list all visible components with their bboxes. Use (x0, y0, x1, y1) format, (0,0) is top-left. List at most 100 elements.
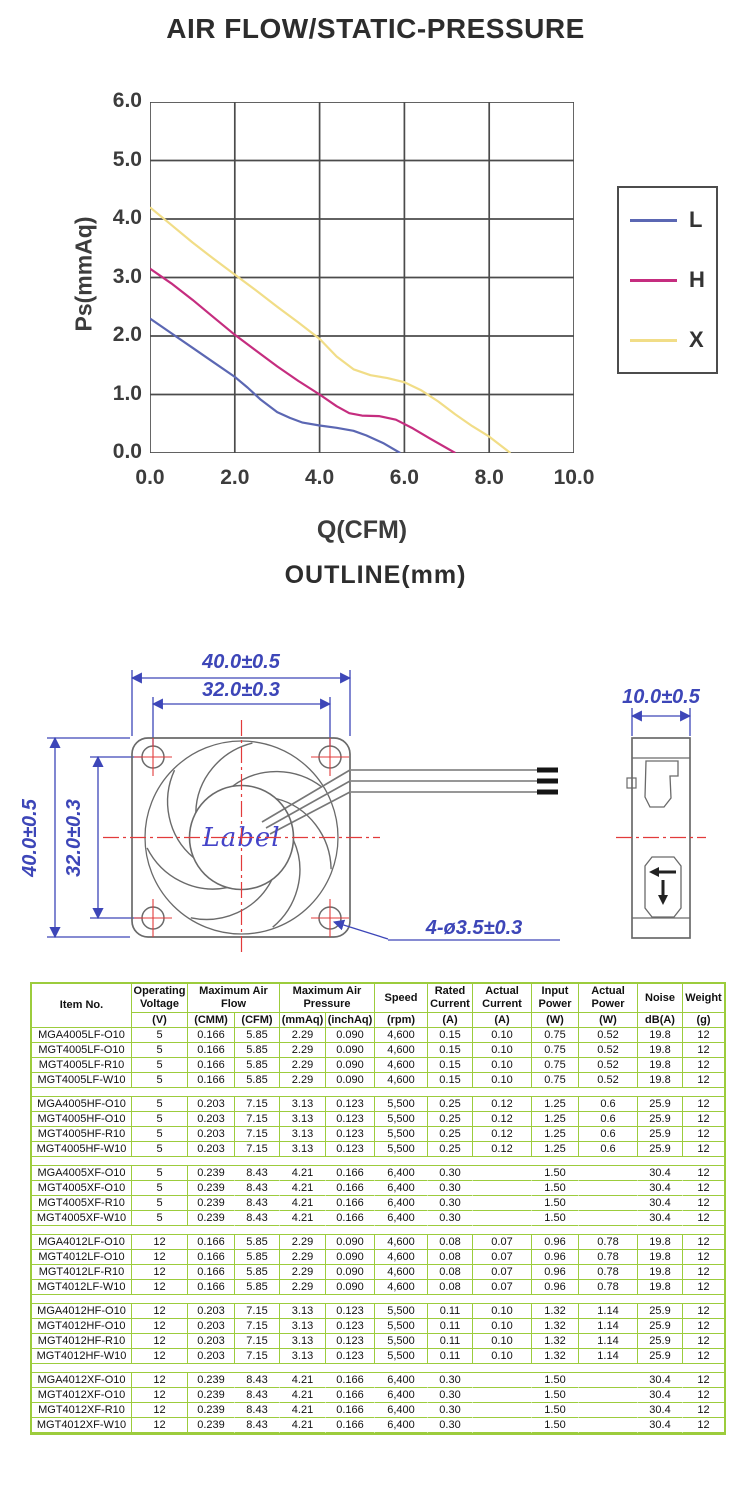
col-rated-current: Rated Current (428, 984, 473, 1013)
value-cell: 7.15 (235, 1097, 280, 1112)
table-row: MGT4012LF-W10 12 0.166 5.85 2.29 0.090 4,600 0.… (32, 1280, 724, 1295)
value-cell: 0.25 (428, 1142, 473, 1157)
value-cell: 0.166 (326, 1418, 375, 1433)
item-no-cell: MGT4012HF-O10 (32, 1319, 132, 1334)
dim-height-text: 40.0±0.5 (19, 798, 41, 878)
value-cell: 0.07 (473, 1235, 532, 1250)
item-no-cell: MGT4005HF-W10 (32, 1142, 132, 1157)
value-cell: 12 (683, 1319, 724, 1334)
value-cell: 5,500 (375, 1334, 428, 1349)
value-cell: 1.32 (532, 1319, 579, 1334)
value-cell: 0.090 (326, 1250, 375, 1265)
value-cell: 0.10 (473, 1334, 532, 1349)
y-axis-label: Ps(mmAq) (70, 216, 97, 332)
value-cell: 1.25 (532, 1127, 579, 1142)
value-cell: 30.4 (638, 1373, 683, 1388)
legend-label-H: H (689, 267, 705, 292)
value-cell: 0.166 (188, 1265, 235, 1280)
group-separator (32, 1157, 724, 1166)
table-row: MGT4005HF-O10 5 0.203 7.15 3.13 0.123 5,500 0.2… (32, 1112, 724, 1127)
value-cell: 4,600 (375, 1280, 428, 1295)
item-no-cell: MGT4005LF-O10 (32, 1043, 132, 1058)
value-cell: 4.21 (280, 1373, 326, 1388)
legend-item-L: L (619, 207, 716, 234)
value-cell: 0.166 (188, 1043, 235, 1058)
value-cell: 0.30 (428, 1418, 473, 1433)
fan-blade (232, 770, 323, 788)
value-cell: 1.50 (532, 1373, 579, 1388)
table-row: MGT4005LF-O10 5 0.166 5.85 2.29 0.090 4,600 0.1… (32, 1043, 724, 1058)
value-cell: 0.203 (188, 1349, 235, 1364)
value-cell: 0.12 (473, 1142, 532, 1157)
value-cell: 0.203 (188, 1319, 235, 1334)
value-cell: 12 (132, 1319, 188, 1334)
value-cell: 0.166 (326, 1196, 375, 1211)
value-cell: 2.29 (280, 1073, 326, 1088)
value-cell: 12 (132, 1235, 188, 1250)
value-cell: 5.85 (235, 1073, 280, 1088)
item-no-cell: MGT4012HF-W10 (32, 1349, 132, 1364)
value-cell: 12 (683, 1334, 724, 1349)
unit-mmaq: (mmAq) (280, 1013, 326, 1028)
value-cell: 0.52 (579, 1073, 638, 1088)
value-cell (473, 1166, 532, 1181)
value-cell: 0.166 (326, 1211, 375, 1226)
value-cell: 5 (132, 1097, 188, 1112)
unit-v: (V) (132, 1013, 188, 1028)
value-cell: 12 (683, 1142, 724, 1157)
item-no-cell: MGT4005XF-R10 (32, 1196, 132, 1211)
value-cell: 4.21 (280, 1166, 326, 1181)
value-cell (473, 1388, 532, 1403)
value-cell: 0.10 (473, 1319, 532, 1334)
value-cell: 5 (132, 1112, 188, 1127)
value-cell: 0.239 (188, 1418, 235, 1433)
value-cell: 0.07 (473, 1250, 532, 1265)
value-cell: 30.4 (638, 1166, 683, 1181)
value-cell (473, 1181, 532, 1196)
table-row: MGT4012LF-R10 12 0.166 5.85 2.29 0.090 4,600 0.… (32, 1265, 724, 1280)
direction-symbol (644, 856, 682, 918)
item-no-cell: MGT4012XF-O10 (32, 1388, 132, 1403)
value-cell: 12 (683, 1280, 724, 1295)
plot-series (150, 206, 512, 453)
unit-actual-w: (W) (579, 1013, 638, 1028)
value-cell: 0.15 (428, 1073, 473, 1088)
value-cell: 6,400 (375, 1418, 428, 1433)
value-cell: 0.166 (188, 1028, 235, 1043)
value-cell: 5,500 (375, 1142, 428, 1157)
value-cell: 7.15 (235, 1334, 280, 1349)
item-no-cell: MGT4005LF-R10 (32, 1058, 132, 1073)
fan-blade (146, 847, 228, 890)
value-cell: 0.166 (188, 1250, 235, 1265)
value-cell: 12 (132, 1250, 188, 1265)
item-no-cell: MGT4005LF-W10 (32, 1073, 132, 1088)
value-cell: 0.78 (579, 1280, 638, 1295)
x-tick-4.0: 4.0 (304, 466, 335, 489)
col-noise: Noise (638, 984, 683, 1013)
value-cell (473, 1403, 532, 1418)
chart-legend: L H X (617, 186, 718, 374)
x-tick-0.0: 0.0 (135, 466, 165, 489)
value-cell: 12 (683, 1181, 724, 1196)
value-cell: 5 (132, 1043, 188, 1058)
value-cell: 3.13 (280, 1304, 326, 1319)
value-cell: 8.43 (235, 1196, 280, 1211)
value-cell: 0.15 (428, 1043, 473, 1058)
y-tick-2.0: 2.0 (112, 323, 142, 346)
fan-blades (146, 742, 332, 928)
item-no-cell: MGA4012HF-O10 (32, 1304, 132, 1319)
value-cell: 1.25 (532, 1112, 579, 1127)
mounting-holes (134, 738, 349, 937)
col-actual-current: Actual Current (473, 984, 532, 1013)
unit-cmm: (CMM) (188, 1013, 235, 1028)
value-cell (579, 1211, 638, 1226)
value-cell: 0.166 (188, 1073, 235, 1088)
value-cell: 0.166 (188, 1280, 235, 1295)
value-cell (473, 1373, 532, 1388)
value-cell: 0.239 (188, 1373, 235, 1388)
value-cell: 25.9 (638, 1112, 683, 1127)
table-header-row-2: (V) (CMM) (CFM) (mmAq) (inchAq) (rpm) (A… (32, 1013, 724, 1028)
value-cell: 6,400 (375, 1403, 428, 1418)
value-cell: 0.203 (188, 1142, 235, 1157)
value-cell: 7.15 (235, 1127, 280, 1142)
